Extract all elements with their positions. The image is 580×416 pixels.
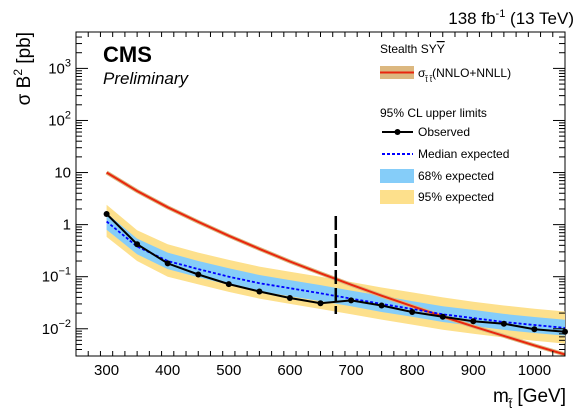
- status-label: Preliminary: [103, 69, 190, 88]
- y-tick-label: 102: [48, 109, 71, 129]
- x-tick-label: 800: [400, 362, 425, 379]
- observed-point: [225, 281, 232, 288]
- legend-band68-swatch: [380, 169, 414, 183]
- x-tick-label: 700: [339, 362, 364, 379]
- legend-observed-label: Observed: [418, 125, 470, 139]
- y-tick-label: 103: [48, 57, 71, 77]
- luminosity-label: 138 fb-1 (13 TeV): [448, 8, 574, 28]
- observed-point: [562, 328, 568, 335]
- axes: 300 400 500 600 700 800 900 1000 10−2 10−1 1 10 102 1…: [42, 31, 566, 379]
- observed-point: [134, 241, 141, 248]
- observed-point: [286, 295, 293, 301]
- observed-point: [317, 300, 324, 307]
- legend-observed-marker: [394, 129, 401, 135]
- legend-model-title: Stealth SYY: [380, 42, 445, 56]
- legend: Stealth SYY σt̃ t̃(NNLO+NNLL) 95% CL upp…: [380, 42, 511, 204]
- x-tick-label: 600: [277, 362, 302, 379]
- x-tick-label: 1000: [518, 362, 551, 379]
- observed-point: [164, 260, 171, 267]
- legend-limits-header: 95% CL upper limits: [380, 106, 487, 120]
- y-tick-label: 10: [54, 165, 71, 182]
- y-tick-label: 10−1: [42, 266, 71, 286]
- x-tick-label: 500: [216, 362, 241, 379]
- y-axis-title: σ B2 [pb]: [11, 32, 35, 105]
- y-tick-label: 1: [63, 217, 71, 234]
- legend-band68-label: 68% expected: [418, 169, 494, 183]
- observed-point: [409, 309, 416, 315]
- observed-point: [531, 326, 538, 333]
- observed-point: [439, 313, 446, 320]
- experiment-label: CMS: [103, 42, 152, 67]
- observed-point: [103, 211, 110, 217]
- observed-point: [195, 271, 202, 278]
- observed-point: [256, 288, 263, 295]
- observed-point: [500, 320, 507, 327]
- x-tick-label: 900: [461, 362, 486, 379]
- observed-point: [470, 318, 477, 325]
- limit-lines: [103, 170, 568, 357]
- plot-area: 300 400 500 600 700 800 900 1000 10−2 10−1 1 10 102 1…: [42, 31, 568, 379]
- legend-band95-swatch: [380, 190, 414, 204]
- legend-median-label: Median expected: [418, 147, 509, 161]
- x-tick-label: 300: [94, 362, 119, 379]
- legend-theory-label: σt̃ t̃(NNLO+NNLL): [418, 66, 511, 84]
- y-tick-label: 10−2: [42, 318, 71, 338]
- observed-point: [378, 302, 385, 309]
- legend-band95-label: 95% expected: [418, 190, 494, 204]
- x-tick-label: 400: [155, 362, 180, 379]
- observed-point: [348, 297, 355, 304]
- x-axis-title: mt̃ [GeV]: [493, 386, 566, 411]
